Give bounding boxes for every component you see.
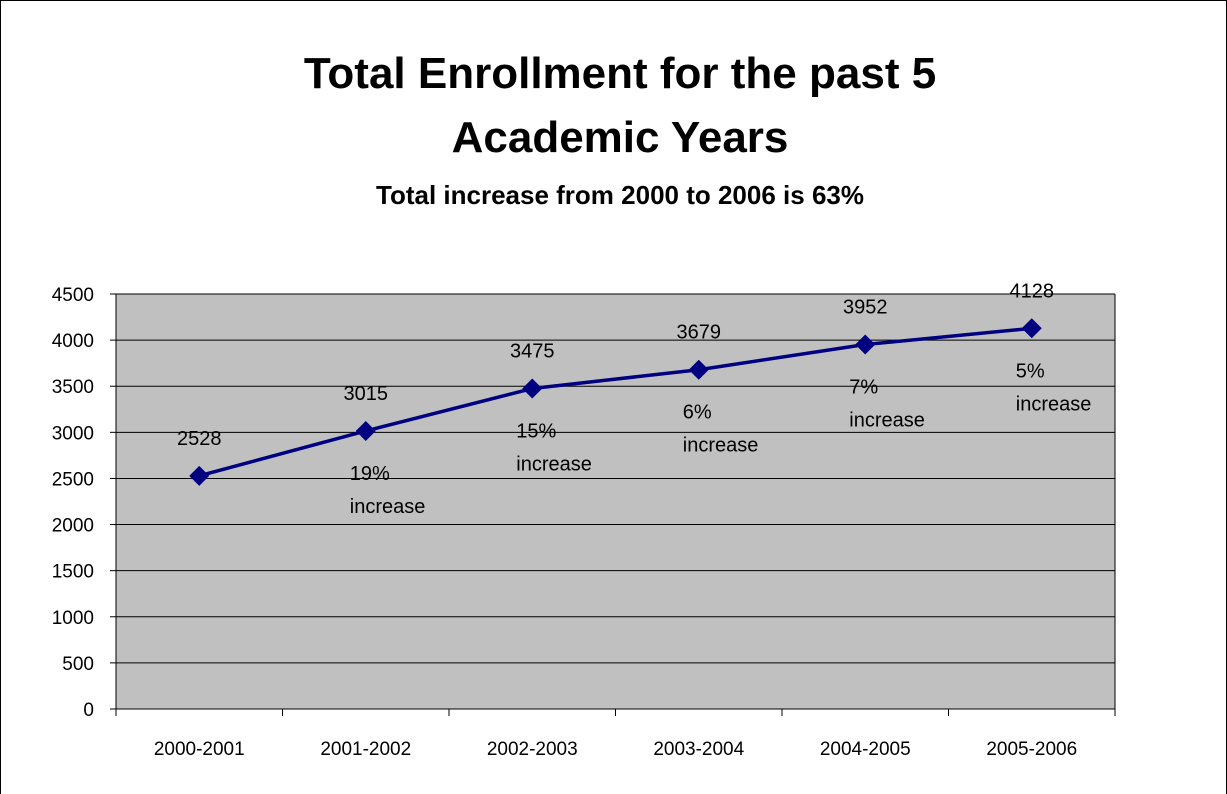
x-tick-label: 2003-2004 bbox=[653, 739, 744, 760]
data-annotation-percent: 7% bbox=[849, 377, 878, 399]
data-point-marker bbox=[1021, 318, 1042, 339]
chart-subtitle: Total increase from 2000 to 2006 is 63% bbox=[376, 180, 864, 210]
data-value-label: 3015 bbox=[344, 383, 389, 405]
data-point-marker bbox=[855, 334, 876, 355]
y-tick-label: 3500 bbox=[52, 377, 94, 398]
data-annotation-percent: 19% bbox=[350, 463, 390, 485]
data-point-marker bbox=[688, 359, 709, 380]
y-tick-label: 2500 bbox=[52, 469, 94, 490]
data-value-label: 3475 bbox=[510, 341, 555, 363]
data-annotation-word: increase bbox=[516, 454, 592, 476]
data-annotation-word: increase bbox=[849, 410, 925, 432]
x-tick-label: 2001-2002 bbox=[320, 739, 411, 760]
chart-title-line-2: Academic Years bbox=[452, 113, 789, 162]
y-tick-label: 500 bbox=[62, 654, 94, 675]
y-tick-label: 1000 bbox=[52, 608, 94, 629]
data-value-label: 4128 bbox=[1010, 280, 1055, 302]
y-tick-label: 1500 bbox=[52, 562, 94, 583]
y-tick-label: 0 bbox=[83, 700, 94, 721]
y-tick-label: 2000 bbox=[52, 516, 94, 537]
x-tick-label: 2004-2005 bbox=[820, 739, 911, 760]
y-tick-label: 3000 bbox=[52, 423, 94, 444]
series-line bbox=[198, 326, 1032, 478]
chart-title-line-1: Total Enrollment for the past 5 bbox=[304, 49, 936, 98]
data-value-label: 3679 bbox=[677, 322, 722, 344]
plot-background bbox=[116, 294, 1115, 709]
plot-area: 0 500 1000 1500 2000 2500 3000 3500 4000 4500 2000… bbox=[52, 280, 1116, 760]
data-annotation-word: increase bbox=[683, 435, 759, 457]
data-value-label: 3952 bbox=[843, 297, 888, 319]
data-value-label: 2528 bbox=[177, 428, 222, 450]
data-point-marker bbox=[522, 378, 543, 399]
y-tick-label: 4500 bbox=[52, 285, 94, 306]
data-point-marker bbox=[355, 420, 376, 441]
data-annotation-word: increase bbox=[350, 496, 426, 518]
data-annotation-percent: 6% bbox=[683, 402, 712, 424]
data-annotation-word: increase bbox=[1016, 393, 1092, 415]
x-tick-label: 2000-2001 bbox=[154, 739, 245, 760]
x-tick-label: 2005-2006 bbox=[986, 739, 1077, 760]
y-tick-label: 4000 bbox=[52, 331, 94, 352]
data-annotation-percent: 5% bbox=[1016, 360, 1045, 382]
x-tick-label: 2002-2003 bbox=[487, 739, 578, 760]
data-annotation-percent: 15% bbox=[516, 421, 556, 443]
data-point-marker bbox=[189, 465, 210, 486]
